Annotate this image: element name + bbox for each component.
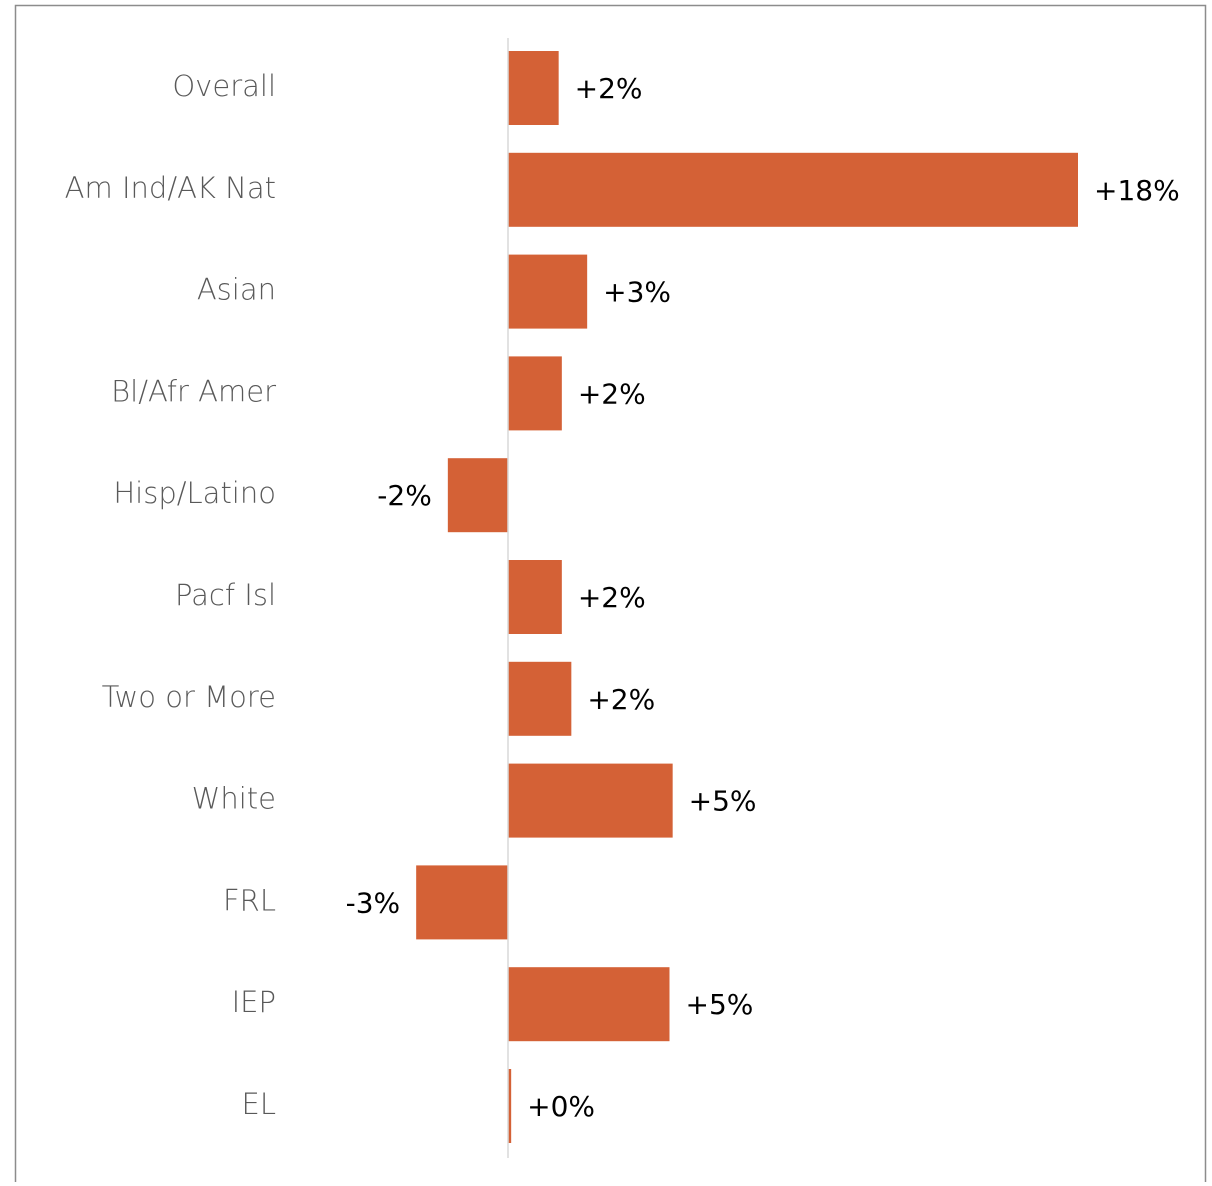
bar [508,560,562,634]
value-label: +18% [1094,174,1180,207]
category-label: Am Ind/AK Nat [65,171,276,205]
bar [508,356,562,431]
value-label: +5% [689,785,757,818]
value-label: +0% [527,1090,595,1123]
bar [508,763,673,838]
bar [416,865,508,940]
value-label: +2% [575,72,643,105]
category-label: Overall [172,69,276,103]
value-label: -2% [377,479,432,512]
chart-frame [14,4,1207,1186]
category-label: IEP [232,985,276,1019]
category-label: Asian [197,273,276,307]
value-label: +2% [578,581,646,614]
bar [508,661,572,736]
bar [447,458,508,533]
bar [508,1069,512,1143]
category-label: Bl/Afr Amer [111,374,276,408]
bar [508,254,588,329]
bar [508,152,1078,227]
value-label: +3% [603,276,671,309]
category-label: FRL [223,883,276,917]
value-label: +2% [578,377,646,410]
category-label: White [192,782,276,816]
bar [508,967,670,1042]
category-label: Hisp/Latino [113,476,276,510]
value-label: +5% [686,988,754,1021]
category-label: EL [242,1087,276,1121]
bar [508,51,559,125]
category-label: Pacf Isl [175,578,276,612]
value-label: +2% [587,683,655,716]
value-label: -3% [346,886,401,919]
category-label: Two or More [102,680,276,714]
